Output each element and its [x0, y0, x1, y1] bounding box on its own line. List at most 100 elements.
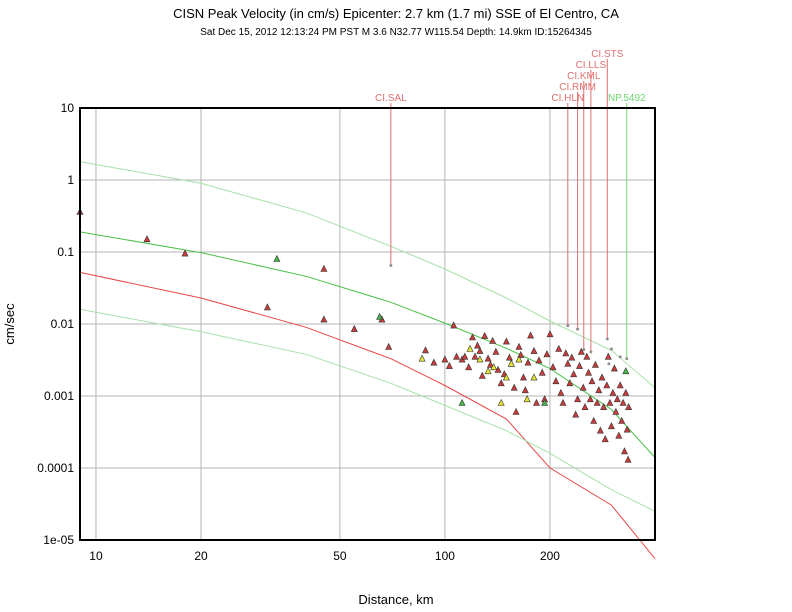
- curve-3: [79, 308, 656, 512]
- y-axis-label: cm/sec: [2, 303, 17, 345]
- yellow-station-point-5: [497, 398, 505, 406]
- red-station-point-1: [143, 235, 151, 243]
- red-station-point-53: [559, 398, 567, 406]
- red-station-point-34: [510, 383, 518, 391]
- red-station-point-83: [612, 407, 620, 415]
- red-station-point-91: [623, 425, 631, 433]
- yellow-station-point-7: [507, 359, 515, 367]
- x-tick-label-0: 10: [89, 549, 103, 563]
- red-station-point-74: [598, 373, 606, 381]
- red-station-point-86: [616, 381, 624, 389]
- grey-point-0: [389, 263, 393, 267]
- red-station-point-70: [591, 360, 599, 368]
- station-label-3: CI.KML: [567, 71, 601, 82]
- red-station-point-27: [492, 347, 500, 355]
- red-station-point-23: [481, 331, 489, 339]
- red-station-point-14: [453, 352, 461, 360]
- red-station-point-78: [604, 352, 612, 360]
- red-station-point-12: [445, 361, 453, 369]
- grey-point-4: [589, 350, 593, 354]
- red-station-point-47: [543, 350, 551, 358]
- red-station-point-4: [320, 264, 328, 272]
- red-station-point-90: [622, 388, 630, 396]
- red-station-point-84: [613, 395, 621, 403]
- red-station-point-79: [606, 398, 614, 406]
- red-station-point-80: [607, 422, 615, 430]
- red-station-point-36: [515, 342, 523, 350]
- y-tick-label-1: 1: [67, 173, 74, 187]
- red-station-point-31: [502, 337, 510, 345]
- x-tick-label-4: 200: [540, 549, 560, 563]
- green-station-point-4: [622, 367, 630, 375]
- green-station-point-3: [541, 398, 549, 406]
- red-station-point-32: [505, 353, 513, 361]
- red-station-point-85: [615, 431, 623, 439]
- red-station-point-51: [555, 344, 563, 352]
- red-station-point-63: [579, 383, 587, 391]
- red-station-point-38: [520, 373, 527, 381]
- red-station-point-71: [593, 398, 601, 406]
- red-station-point-45: [538, 368, 546, 376]
- red-station-point-29: [497, 379, 505, 387]
- red-station-point-87: [618, 416, 626, 424]
- red-station-point-3: [263, 303, 271, 311]
- red-station-point-26: [489, 336, 497, 344]
- y-tick-label-2: 0.1: [57, 245, 74, 259]
- grey-point-1: [566, 324, 570, 328]
- curve-1: [79, 271, 656, 560]
- station-label-5: CI.STS: [591, 49, 624, 60]
- red-station-point-22: [478, 371, 486, 379]
- red-station-point-18: [469, 333, 476, 341]
- red-station-point-69: [590, 416, 598, 424]
- red-station-point-64: [581, 403, 589, 410]
- red-station-point-88: [619, 398, 627, 406]
- y-tick-label-5: 0.0001: [37, 461, 74, 475]
- y-tick-label-6: 1e-05: [43, 533, 74, 547]
- red-station-point-93: [624, 455, 632, 463]
- red-station-point-68: [588, 377, 596, 385]
- y-tick-label-3: 0.01: [51, 317, 75, 331]
- station-label-2: CI.RMM: [559, 82, 596, 93]
- yellow-station-point-4: [490, 363, 498, 371]
- red-station-point-11: [441, 355, 449, 363]
- red-station-point-54: [562, 349, 570, 357]
- red-station-point-73: [596, 426, 604, 434]
- red-station-point-82: [610, 364, 618, 372]
- station-label-0: CI.SAL: [375, 93, 407, 104]
- red-station-point-50: [552, 377, 560, 385]
- red-station-point-58: [570, 370, 578, 378]
- green-station-point-2: [458, 398, 466, 406]
- red-station-point-56: [566, 379, 574, 387]
- x-tick-label-2: 50: [333, 549, 347, 563]
- red-station-point-72: [595, 386, 603, 394]
- yellow-station-point-9: [523, 395, 531, 403]
- x-tick-label-1: 20: [194, 549, 208, 563]
- chart-title: CISN Peak Velocity (in cm/s) Epicenter: …: [173, 6, 619, 21]
- axis-ticks: 10 20 50 100 200 10 1 0.1 0.01 0.001 0.0001 1e-05: [37, 101, 560, 563]
- chart-subtitle: Sat Dec 15, 2012 12:13:24 PM PST M 3.6 N…: [200, 27, 592, 38]
- red-station-point-59: [572, 410, 580, 418]
- yellow-station-point-3: [484, 367, 492, 375]
- grey-point-8: [625, 357, 629, 361]
- y-tick-label-0: 10: [61, 101, 75, 115]
- red-station-point-5: [320, 315, 328, 323]
- yellow-station-point-10: [530, 373, 538, 381]
- yellow-station-point-2: [476, 355, 484, 363]
- red-station-point-75: [600, 403, 608, 410]
- red-station-point-92: [625, 403, 633, 410]
- red-station-point-77: [603, 381, 611, 389]
- station-label-4: CI.LLS: [576, 60, 607, 71]
- red-station-point-42: [530, 346, 538, 354]
- red-station-point-25: [486, 360, 494, 368]
- red-station-point-57: [568, 353, 576, 361]
- grey-point-7: [618, 355, 622, 359]
- red-station-point-52: [557, 388, 565, 396]
- red-station-point-2: [181, 249, 189, 257]
- red-station-point-20: [474, 341, 481, 349]
- red-station-point-40: [524, 358, 532, 366]
- red-station-point-9: [422, 346, 429, 354]
- station-label-6: NP.5492: [608, 93, 646, 104]
- red-station-point-24: [484, 354, 492, 362]
- x-tick-label-3: 100: [435, 549, 455, 563]
